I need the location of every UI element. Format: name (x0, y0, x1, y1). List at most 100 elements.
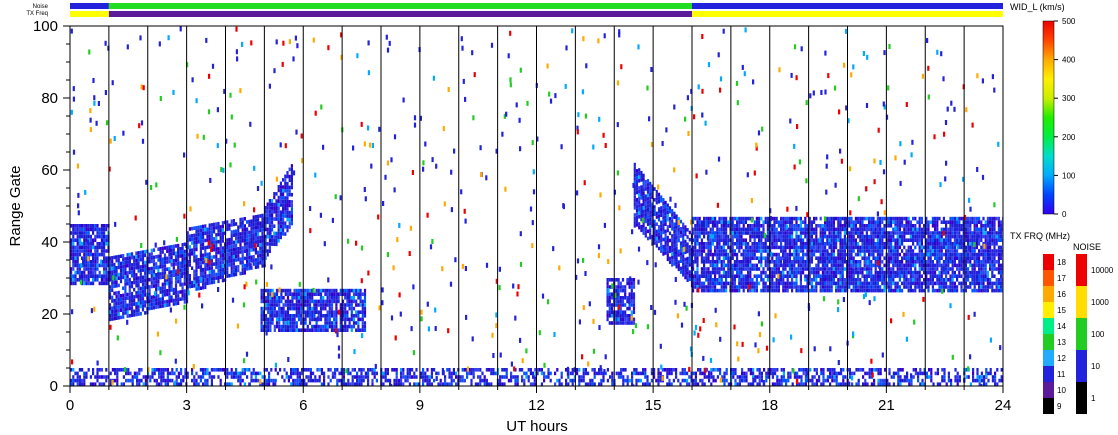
echo-cell (677, 238, 680, 243)
echo-cell (293, 321, 296, 325)
echo-cell (288, 214, 291, 218)
echo-cell (738, 245, 741, 250)
echo-cell (799, 227, 802, 232)
echo-cell (70, 224, 73, 228)
echo-cell (243, 224, 246, 228)
echo-cell (1000, 267, 1003, 271)
echo-cell (804, 227, 807, 232)
echo-cell (909, 245, 912, 250)
echo-cell (264, 303, 268, 307)
echo-cell (703, 260, 706, 264)
echo-cell (764, 242, 767, 246)
echo-cell (758, 260, 761, 264)
echo-cell (905, 249, 908, 253)
echo-cell (282, 185, 285, 189)
echo-cell (918, 278, 921, 282)
echo-cell (257, 254, 260, 258)
echo-cell (137, 258, 140, 262)
echo-cell (284, 321, 287, 325)
echo-cell (725, 270, 728, 275)
echo-cell (828, 238, 831, 242)
echo-cell (949, 224, 952, 228)
echo-cell (633, 191, 636, 196)
echo-cell (837, 234, 840, 239)
echo-cell (346, 314, 349, 318)
echo-cell (707, 231, 710, 235)
echo-cell (163, 257, 167, 261)
echo-cell (760, 216, 763, 221)
echo-cell (747, 274, 750, 278)
echo-cell (896, 263, 899, 268)
echo-cell (912, 249, 915, 253)
echo-cell (916, 281, 919, 286)
echo-cell (115, 255, 118, 259)
echo-cell (339, 310, 342, 314)
echo-cell (870, 267, 873, 271)
echo-cell (958, 224, 961, 228)
echo-cell (662, 201, 665, 206)
echo-cell (89, 267, 92, 271)
echo-cell (341, 306, 345, 311)
echo-cell (898, 227, 901, 232)
echo-cell (195, 283, 198, 288)
echo-cell (824, 227, 827, 232)
echo-cell (139, 250, 142, 255)
echo-cell (135, 294, 138, 299)
echo-cell (945, 238, 948, 242)
echo-cell (653, 241, 656, 245)
echo-cell (709, 238, 712, 242)
echo-cell (903, 231, 906, 235)
echo-cell (731, 274, 734, 278)
echo-cell (839, 216, 842, 221)
echo-cell (947, 267, 950, 271)
echo-cell (105, 278, 108, 282)
echo-cell (837, 216, 840, 221)
echo-cell (975, 231, 978, 235)
echo-cell (277, 221, 280, 225)
echo-cell (760, 270, 763, 275)
echo-cell (925, 260, 928, 264)
echo-cell (684, 246, 687, 251)
echo-cell (188, 284, 191, 289)
echo-cell (300, 296, 303, 300)
echo-cell (355, 314, 358, 318)
echo-cell (826, 270, 829, 275)
echo-cell (850, 245, 853, 250)
echo-cell (208, 266, 211, 271)
echo-cell (742, 260, 745, 264)
echo-cell (758, 245, 761, 250)
echo-cell (923, 270, 926, 275)
echo-cell (958, 281, 961, 286)
echo-cell (709, 288, 712, 293)
echo-cell (119, 297, 123, 302)
echo-cell (326, 296, 329, 300)
echo-cell (282, 188, 285, 193)
echo-cell (738, 249, 741, 253)
echo-cell (161, 275, 164, 279)
echo-cell (755, 278, 758, 282)
echo-cell (914, 267, 917, 271)
echo-cell (909, 288, 912, 293)
echo-cell (903, 256, 906, 260)
echo-cell (797, 288, 800, 293)
echo-cell (179, 268, 182, 273)
echo-cell (956, 288, 959, 293)
echo-cell (619, 314, 622, 318)
echo-cell (698, 285, 701, 289)
echo-cell (907, 249, 910, 253)
echo-cell (799, 267, 802, 271)
echo-cell (942, 220, 945, 224)
echo-cell (649, 214, 652, 218)
echo-cell (709, 242, 712, 246)
echo-cell (660, 199, 663, 203)
echo-cell (997, 263, 1000, 268)
echo-cell (859, 231, 862, 235)
echo-cell (802, 256, 805, 260)
echo-cell (248, 255, 251, 260)
echo-cell (183, 264, 186, 268)
echo-cell (927, 267, 930, 271)
echo-cell (830, 270, 833, 275)
echo-cell (936, 216, 939, 221)
echo-cell (905, 231, 908, 235)
echo-cell (758, 267, 761, 271)
